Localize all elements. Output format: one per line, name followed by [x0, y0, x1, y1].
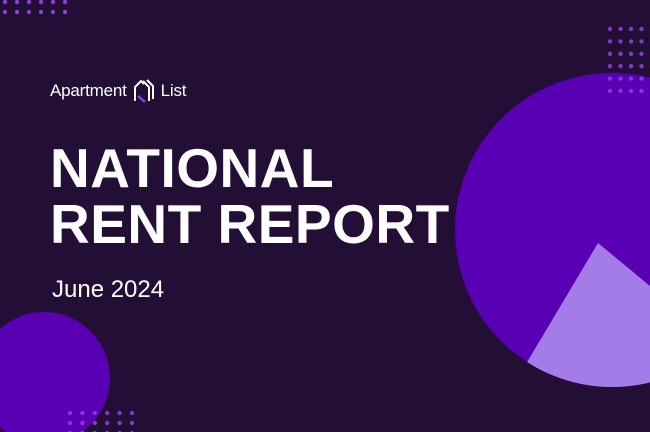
decorative-dot [639, 63, 644, 69]
decorative-dot [628, 63, 634, 69]
decorative-dot [38, 9, 44, 15]
decorative-dot [105, 410, 110, 416]
decorative-dot [80, 410, 85, 416]
decorative-dot [628, 26, 634, 32]
decorative-dot [80, 420, 85, 426]
decorative-dot [618, 88, 623, 94]
decorative-dot [639, 26, 644, 32]
decorative-dot [607, 63, 613, 69]
decorative-dot [628, 39, 634, 44]
decorative-dot [117, 420, 122, 426]
decorative-dot [92, 420, 98, 426]
title-line-2: RENT REPORT [50, 193, 450, 255]
brand-logo: Apartment List [50, 78, 186, 104]
decorative-dot [92, 410, 98, 416]
report-date: June 2024 [52, 276, 165, 303]
decorative-dot [105, 420, 110, 426]
decorative-dot [639, 39, 644, 44]
decorative-dot [50, 0, 56, 5]
decorative-dot [607, 76, 613, 81]
decorative-dot [639, 51, 644, 56]
decorative-dot [50, 9, 56, 15]
decorative-dot [2, 0, 8, 5]
decorative-dot [2, 9, 8, 15]
decorative-circle-left [0, 312, 110, 432]
decorative-dot [607, 26, 613, 32]
decorative-dot [14, 0, 20, 5]
decorative-dot [129, 420, 135, 426]
decorative-dot [618, 76, 623, 81]
decorative-dot [117, 410, 122, 416]
decorative-dot [618, 26, 623, 32]
decorative-dot [628, 76, 634, 81]
decorative-dot [14, 9, 20, 15]
decorative-dot [628, 51, 634, 56]
house-outline-icon [133, 79, 154, 103]
title-line-1: NATIONAL [50, 137, 335, 199]
decorative-dot [129, 410, 135, 416]
decorative-dot [618, 63, 623, 69]
decorative-dot [618, 39, 623, 44]
decorative-dot [62, 9, 68, 15]
decorative-dot [607, 51, 613, 56]
decorative-dot [26, 9, 32, 15]
decorative-dot [639, 76, 644, 81]
decorative-dot [26, 0, 32, 5]
decorative-dot [628, 88, 634, 94]
decorative-dot [62, 0, 68, 5]
brand-name-left: Apartment [50, 81, 127, 100]
decorative-dot [639, 88, 644, 94]
decorative-dot [67, 410, 73, 416]
decorative-dot [607, 39, 613, 44]
decorative-dot [67, 420, 73, 426]
brand-name-right: List [160, 81, 187, 100]
page-title: NATIONAL RENT REPORT [50, 140, 450, 252]
decorative-dot [38, 0, 44, 5]
decorative-dot [607, 88, 613, 94]
decorative-dot [618, 51, 623, 56]
